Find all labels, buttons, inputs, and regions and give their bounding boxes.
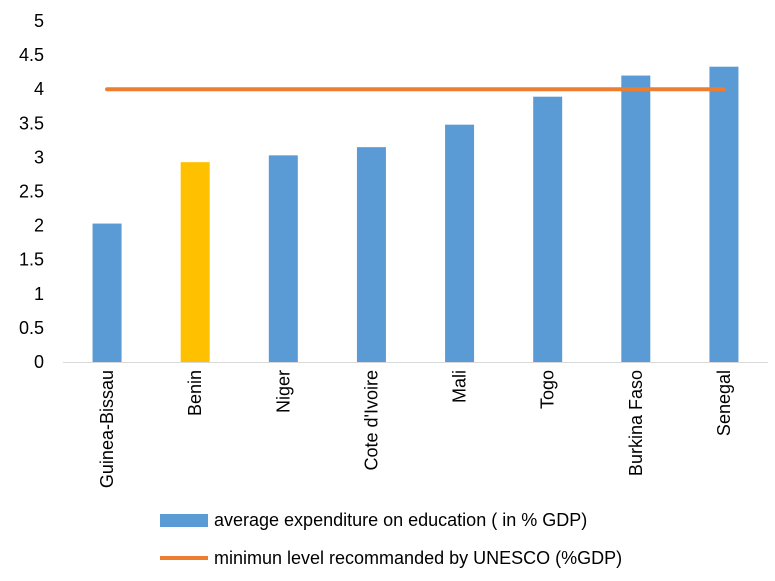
legend-label-bar: average expenditure on education ( in % … <box>214 509 588 530</box>
x-tick-label: Cote d'Ivoire <box>361 370 381 471</box>
bar <box>709 66 739 362</box>
legend-swatch-bar <box>160 513 208 527</box>
legend-item-bar: average expenditure on education ( in % … <box>160 505 622 535</box>
y-tick-label: 3.5 <box>19 113 44 133</box>
y-tick-label: 2 <box>34 216 44 236</box>
x-tick-label: Burkina Faso <box>626 370 646 476</box>
y-tick-label: 0 <box>34 352 44 372</box>
bar <box>533 96 563 363</box>
legend: average expenditure on education ( in % … <box>160 505 622 581</box>
x-tick-label: Togo <box>538 370 558 409</box>
bar <box>445 124 475 362</box>
y-tick-label: 3 <box>34 147 44 167</box>
legend-item-line: minimun level recommanded by UNESCO (%GD… <box>160 543 622 573</box>
bar <box>621 75 651 362</box>
x-tick-label: Niger <box>273 370 293 413</box>
bar <box>92 223 122 362</box>
x-tick-label: Mali <box>450 370 470 403</box>
y-tick-label: 2.5 <box>19 182 44 202</box>
y-tick-label: 5 <box>34 11 44 31</box>
legend-label-line: minimun level recommanded by UNESCO (%GD… <box>214 547 623 568</box>
y-tick-label: 4.5 <box>19 45 44 65</box>
bar-chart: 0 0.5 1 1.5 2 2.5 3 3.5 4 4.5 5 Guinea-Bissau Benin N… <box>19 11 768 488</box>
bar <box>268 155 298 362</box>
y-tick-label: 4 <box>34 79 44 99</box>
x-tick-label: Benin <box>185 370 205 416</box>
y-tick-label: 1.5 <box>19 250 44 270</box>
legend-swatch-line <box>160 556 208 560</box>
y-tick-label: 1 <box>34 284 44 304</box>
bar <box>356 147 386 362</box>
bar <box>180 162 210 362</box>
y-tick-label: 0.5 <box>19 318 44 338</box>
x-tick-label: Guinea-Bissau <box>97 370 117 488</box>
x-tick-label: Senegal <box>714 370 734 436</box>
